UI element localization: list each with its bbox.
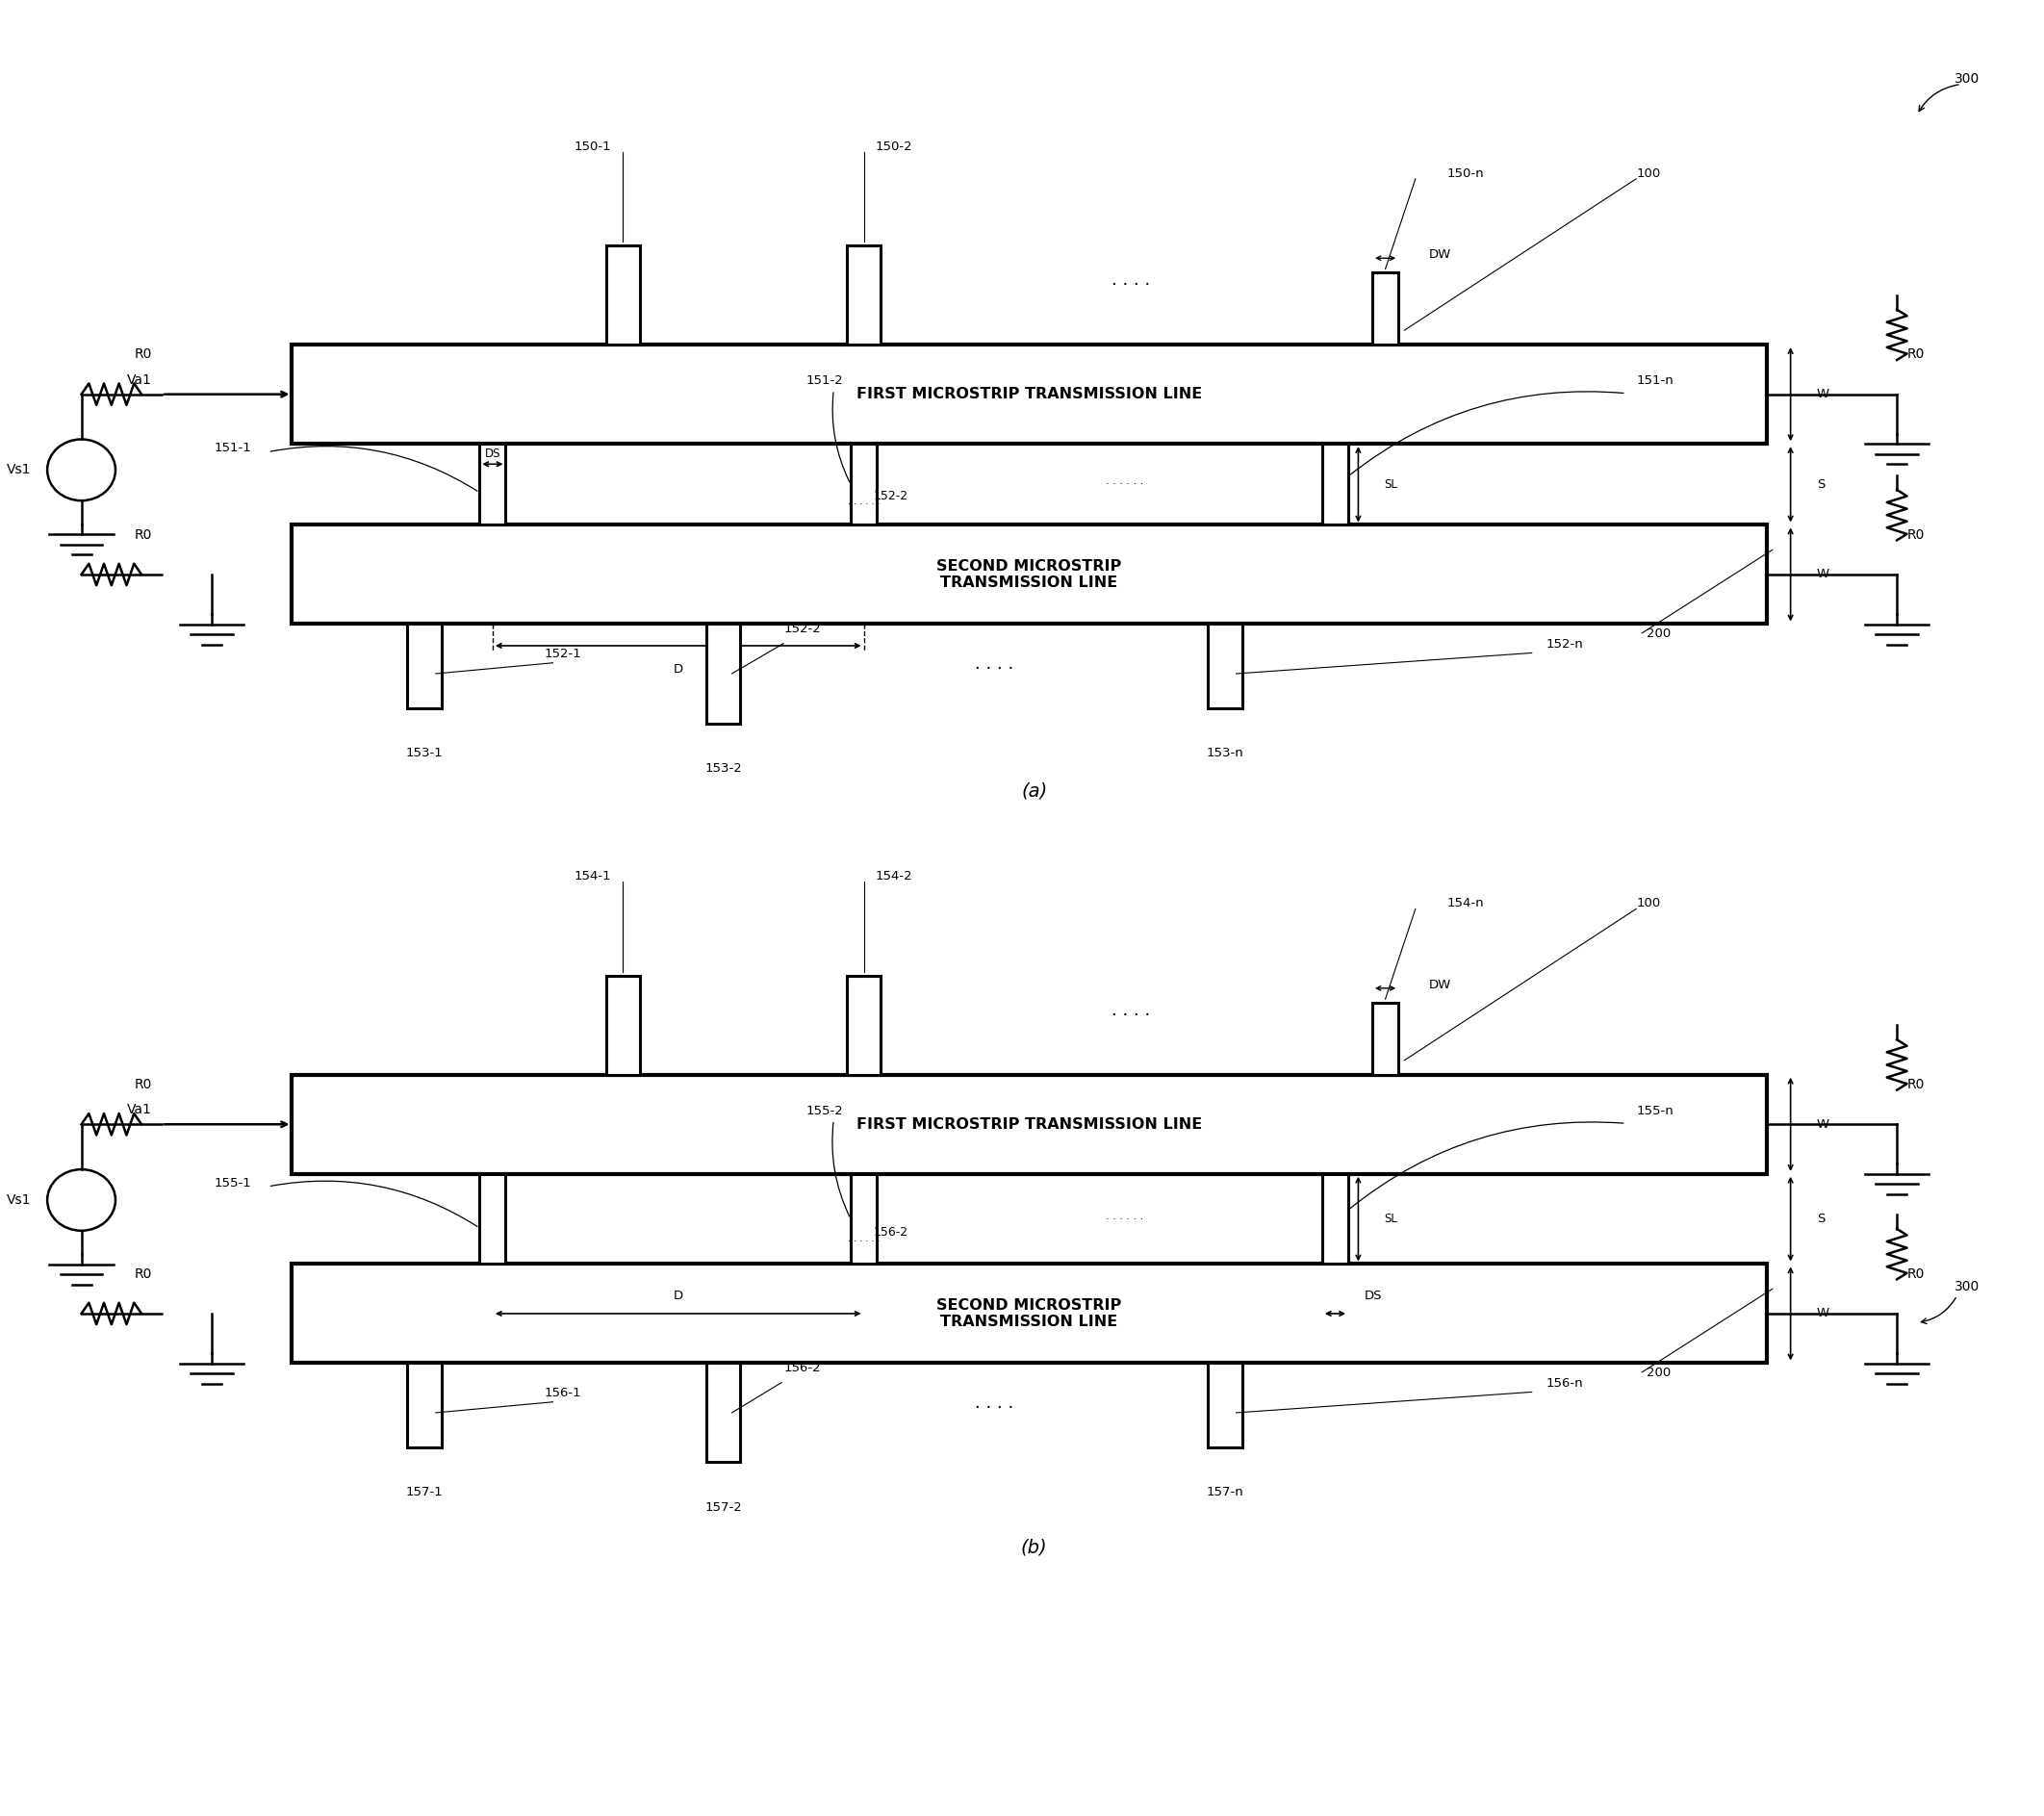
Text: W: W <box>1817 1308 1829 1320</box>
Text: SL: SL <box>1384 478 1398 490</box>
Text: W: W <box>1817 1119 1829 1131</box>
Bar <box>480 443 505 525</box>
Text: 152-1: 152-1 <box>544 648 580 659</box>
Text: (b): (b) <box>1020 1538 1049 1556</box>
Text: S: S <box>1817 478 1825 490</box>
Text: 153-n: 153-n <box>1206 746 1243 759</box>
Text: 100: 100 <box>1635 897 1660 910</box>
Bar <box>480 1173 505 1264</box>
Bar <box>292 1075 1766 1173</box>
Text: R0: R0 <box>135 1079 151 1091</box>
Text: · · · · · ·: · · · · · · <box>848 499 879 510</box>
Text: 156-n: 156-n <box>1545 1377 1582 1389</box>
Text: 100: 100 <box>1635 167 1660 180</box>
Text: 156-2: 156-2 <box>783 1362 822 1375</box>
Text: FIRST MICROSTRIP TRANSMISSION LINE: FIRST MICROSTRIP TRANSMISSION LINE <box>856 387 1202 401</box>
Text: 154-2: 154-2 <box>875 870 912 883</box>
Text: 200: 200 <box>1645 628 1670 641</box>
Text: · · · · · ·: · · · · · · <box>1106 1215 1143 1224</box>
Text: · · · ·: · · · · <box>1112 1006 1151 1024</box>
Text: D: D <box>672 663 683 676</box>
Text: R0: R0 <box>1907 349 1925 361</box>
Bar <box>1322 1173 1349 1264</box>
Text: 156-1: 156-1 <box>544 1387 580 1398</box>
Bar <box>407 1364 442 1447</box>
Text: 153-1: 153-1 <box>407 746 444 759</box>
Bar <box>846 975 881 1075</box>
Bar <box>846 245 881 345</box>
Text: FIRST MICROSTRIP TRANSMISSION LINE: FIRST MICROSTRIP TRANSMISSION LINE <box>856 1117 1202 1131</box>
Bar <box>1372 272 1398 345</box>
Text: (a): (a) <box>1022 781 1047 801</box>
Text: 155-n: 155-n <box>1635 1104 1674 1117</box>
Text: R0: R0 <box>135 1268 151 1280</box>
Text: · · · ·: · · · · <box>975 1398 1014 1416</box>
Text: DW: DW <box>1429 249 1451 262</box>
Text: R0: R0 <box>135 528 151 541</box>
Text: · · · · · ·: · · · · · · <box>848 1237 879 1246</box>
Text: W: W <box>1817 389 1829 401</box>
Text: 157-1: 157-1 <box>407 1485 444 1498</box>
Bar <box>850 1173 877 1264</box>
Text: 152-n: 152-n <box>1545 637 1584 650</box>
Text: 155-1: 155-1 <box>215 1177 251 1189</box>
Bar <box>1372 1002 1398 1075</box>
Text: 156-2: 156-2 <box>873 1226 908 1239</box>
Text: 154-1: 154-1 <box>574 870 611 883</box>
Text: 200: 200 <box>1645 1367 1670 1380</box>
Bar <box>850 443 877 525</box>
Text: 150-n: 150-n <box>1447 167 1484 180</box>
Text: R0: R0 <box>1907 528 1925 541</box>
Text: 153-2: 153-2 <box>705 763 742 775</box>
Text: Vs1: Vs1 <box>6 1193 31 1208</box>
Text: 151-1: 151-1 <box>215 441 251 454</box>
Text: 152-2: 152-2 <box>783 623 822 636</box>
Text: 157-n: 157-n <box>1206 1485 1243 1498</box>
Text: SECOND MICROSTRIP
TRANSMISSION LINE: SECOND MICROSTRIP TRANSMISSION LINE <box>936 1298 1122 1329</box>
Bar <box>407 625 442 708</box>
Bar <box>605 245 640 345</box>
Text: 300: 300 <box>1954 73 1981 85</box>
Text: Va1: Va1 <box>127 372 151 387</box>
Text: Va1: Va1 <box>127 1102 151 1117</box>
Bar <box>292 1264 1766 1364</box>
Bar <box>1208 1364 1243 1447</box>
Text: Vs1: Vs1 <box>6 463 31 476</box>
Text: R0: R0 <box>1907 1079 1925 1091</box>
Text: D: D <box>672 1289 683 1302</box>
Text: 150-2: 150-2 <box>875 140 912 153</box>
Text: W: W <box>1817 568 1829 581</box>
Text: DS: DS <box>484 447 501 459</box>
Text: S: S <box>1817 1213 1825 1226</box>
Text: 152-2: 152-2 <box>873 490 908 503</box>
Text: 157-2: 157-2 <box>705 1502 742 1513</box>
Text: 150-1: 150-1 <box>574 140 611 153</box>
Bar <box>707 625 740 723</box>
Text: · · · ·: · · · · <box>1112 276 1151 294</box>
Bar <box>292 345 1766 443</box>
Text: 154-n: 154-n <box>1447 897 1484 910</box>
Text: 155-2: 155-2 <box>807 1104 844 1117</box>
Bar <box>605 975 640 1075</box>
Text: 151-n: 151-n <box>1635 374 1674 387</box>
Text: 300: 300 <box>1954 1280 1981 1293</box>
Text: 151-2: 151-2 <box>807 374 844 387</box>
Bar <box>1208 625 1243 708</box>
Bar <box>1322 443 1349 525</box>
Text: R0: R0 <box>1907 1268 1925 1280</box>
Text: · · · ·: · · · · <box>975 659 1014 677</box>
Bar <box>707 1364 740 1462</box>
Text: · · · · · ·: · · · · · · <box>1106 479 1143 489</box>
Text: SL: SL <box>1384 1213 1398 1226</box>
Text: DS: DS <box>1363 1289 1382 1302</box>
Text: R0: R0 <box>135 349 151 361</box>
Bar <box>292 525 1766 625</box>
Text: SECOND MICROSTRIP
TRANSMISSION LINE: SECOND MICROSTRIP TRANSMISSION LINE <box>936 559 1122 590</box>
Text: DW: DW <box>1429 979 1451 992</box>
